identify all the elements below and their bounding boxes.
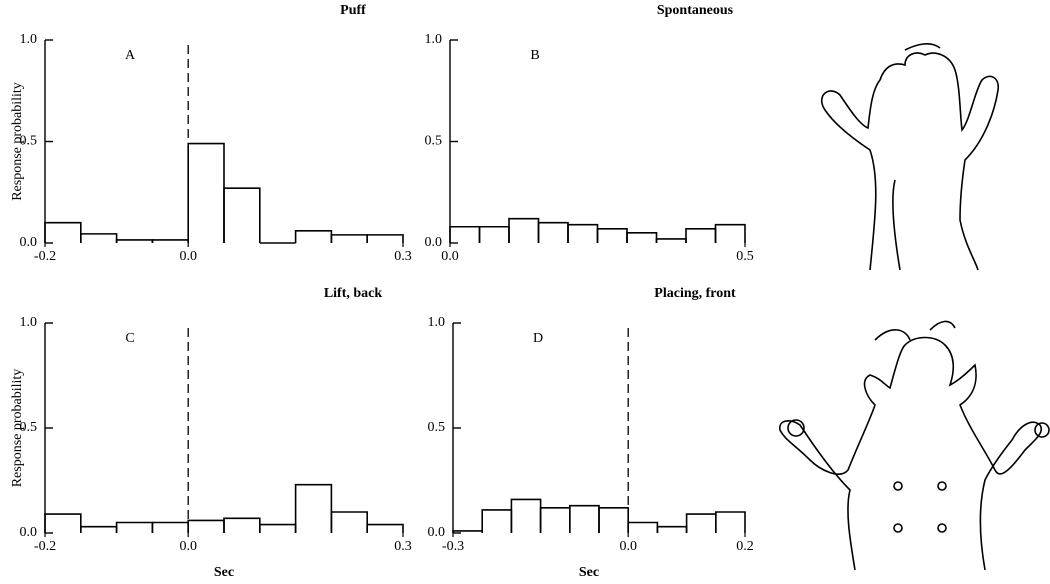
- histogram-bar: [80, 525, 118, 533]
- histogram-bar: [294, 483, 333, 533]
- y-tick-label: 0.5: [20, 420, 38, 435]
- y-tick-label: 0.5: [428, 420, 446, 435]
- y-axis-label: Response probability: [10, 82, 25, 201]
- x-tick-label: -0.2: [34, 249, 56, 264]
- histogram-bar: [187, 519, 225, 533]
- histogram-bar: [685, 227, 717, 243]
- x-tick-label: 0.0: [179, 249, 197, 264]
- cat-drawing-bottom: [779, 320, 1050, 571]
- y-tick-label: 0.5: [20, 134, 38, 149]
- histogram-bar: [44, 221, 82, 243]
- x-tick-label: 0.3: [394, 539, 412, 554]
- histogram-bar: [598, 507, 629, 533]
- histogram-bar: [330, 511, 368, 533]
- x-tick-label: 0.3: [394, 249, 412, 264]
- x-axis-label: Sec: [579, 565, 599, 580]
- histogram-bar: [259, 523, 297, 533]
- histogram-bar: [478, 225, 510, 243]
- histogram-bar: [115, 239, 154, 243]
- y-tick-label: 1.0: [428, 315, 446, 330]
- histogram-bar: [187, 142, 225, 243]
- histogram-bar: [115, 521, 154, 533]
- y-tick-label: 0.0: [20, 525, 38, 540]
- y-tick-label: 0.0: [425, 235, 443, 250]
- panel: 0.0 0.5 1.0 0.0 0.5 Spontaneous B: [425, 3, 754, 264]
- histogram-bar: [537, 221, 569, 243]
- x-axis-label: Sec: [214, 565, 234, 580]
- chart-title: Puff: [340, 3, 366, 18]
- histogram-bar: [449, 225, 481, 243]
- histogram-bar: [714, 223, 746, 243]
- y-tick-label: 0.0: [20, 235, 38, 250]
- panel-label: D: [533, 331, 543, 346]
- chart-title: Placing, front: [654, 286, 736, 301]
- histogram-bar: [539, 507, 571, 533]
- x-tick-label: 0.0: [619, 539, 637, 554]
- x-tick-label: -0.2: [34, 539, 56, 554]
- histogram-bar: [715, 511, 746, 533]
- histogram-bar: [44, 513, 82, 533]
- panel-label: B: [530, 48, 539, 63]
- x-tick-label: 0.5: [736, 249, 754, 264]
- y-axis-label: Response probability: [10, 369, 25, 488]
- histogram-bar: [366, 234, 404, 243]
- histogram-bar: [567, 223, 599, 243]
- cat-drawing-top: [820, 43, 1000, 271]
- histogram-bar: [596, 227, 628, 243]
- y-tick-label: 1.0: [20, 32, 38, 47]
- y-tick-label: 1.0: [425, 32, 443, 47]
- histogram-bar: [223, 517, 261, 533]
- histogram-bar: [366, 523, 404, 533]
- histogram-bar: [151, 521, 189, 533]
- histogram-bar: [569, 504, 600, 533]
- x-tick-label: 0.0: [179, 539, 197, 554]
- histogram-bar: [655, 238, 687, 243]
- y-tick-label: 0.5: [425, 134, 443, 149]
- y-tick-label: 1.0: [20, 315, 38, 330]
- histogram-bar: [685, 513, 717, 533]
- x-tick-label: -0.3: [442, 539, 464, 554]
- histogram-bar: [626, 232, 658, 243]
- histogram-bar: [223, 187, 261, 243]
- panel-label: C: [125, 331, 134, 346]
- histogram-bar: [294, 230, 333, 243]
- y-tick-label: 0.0: [428, 525, 446, 540]
- histogram-bar: [481, 509, 513, 533]
- x-tick-label: 0.0: [441, 249, 459, 264]
- histogram-bar: [510, 498, 542, 533]
- histogram-bar: [80, 233, 118, 243]
- panel-label: A: [125, 48, 136, 63]
- histogram-bar: [656, 525, 688, 533]
- histogram-bar: [508, 217, 540, 243]
- chart-title: Spontaneous: [657, 3, 734, 18]
- histogram-bar: [627, 521, 659, 533]
- histogram-bar: [151, 239, 189, 243]
- x-tick-label: 0.2: [736, 539, 754, 554]
- chart-title: Lift, back: [324, 286, 383, 301]
- histogram-bar: [330, 234, 368, 243]
